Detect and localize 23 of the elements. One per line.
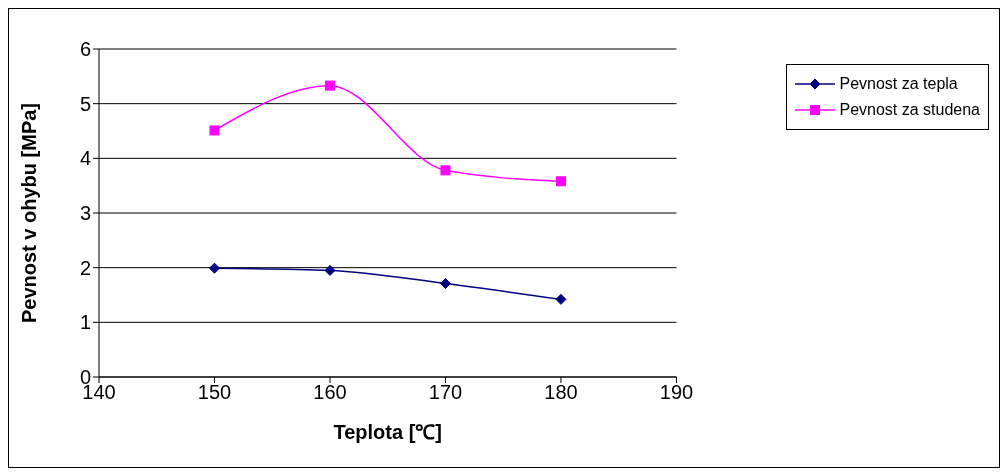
x-axis-title: Teplota [℃] [333, 421, 442, 443]
x-tick-label: 180 [544, 381, 578, 404]
y-axis-title: Pevnost v ohybu [MPa] [18, 102, 41, 324]
x-tick-label: 150 [197, 381, 232, 404]
y-tick-label: 3 [79, 202, 91, 225]
point [208, 262, 220, 274]
y-tick-label: 4 [79, 147, 91, 170]
y-tick-label: 6 [79, 38, 91, 61]
point [324, 80, 335, 91]
point [555, 293, 567, 305]
legend-label: Pevnost za studena [839, 101, 980, 119]
point [440, 165, 451, 176]
point [439, 278, 451, 290]
y-tick-label: 1 [79, 311, 91, 334]
point [209, 125, 220, 136]
y-tick-label: 5 [79, 92, 91, 115]
x-tick-label: 160 [313, 381, 347, 404]
x-tick-label: 190 [659, 381, 694, 404]
point [324, 264, 336, 276]
x-tick-label: 170 [428, 381, 463, 404]
legend-label: Pevnost za tepla [839, 75, 958, 93]
y-tick-label: 2 [79, 256, 91, 279]
point [555, 176, 566, 187]
